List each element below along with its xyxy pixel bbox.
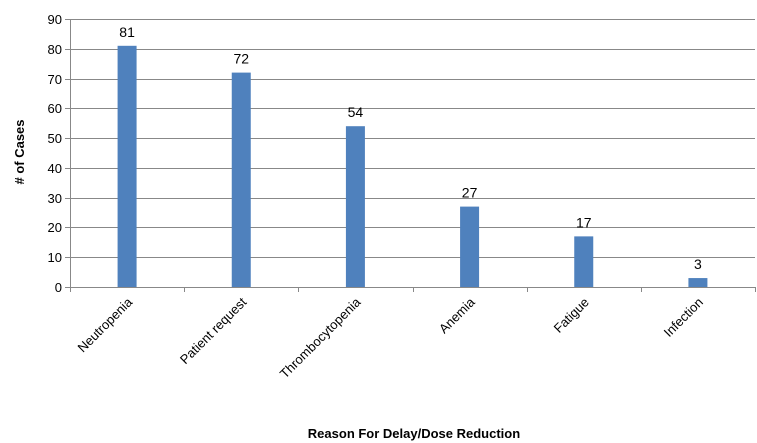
y-tick-label: 50 bbox=[48, 131, 62, 146]
gridlines bbox=[70, 19, 755, 258]
bar-fatigue bbox=[574, 236, 594, 287]
y-tick-label: 40 bbox=[48, 161, 62, 176]
y-tick-label: 30 bbox=[48, 191, 62, 206]
y-tick-label: 10 bbox=[48, 250, 62, 265]
bar-patient-request bbox=[231, 72, 251, 287]
y-tick-label: 90 bbox=[48, 12, 62, 27]
x-category-labels: Neutropenia Patient request Thrombocytopen… bbox=[75, 294, 707, 381]
bar-infection bbox=[688, 278, 708, 287]
x-category-label: Neutropenia bbox=[75, 294, 136, 355]
data-label: 27 bbox=[462, 185, 478, 201]
y-tick-label: 60 bbox=[48, 101, 62, 116]
y-tick-labels: 0 10 20 30 40 50 60 70 80 90 bbox=[48, 12, 62, 295]
bar-anemia bbox=[460, 206, 480, 287]
axes bbox=[65, 19, 756, 292]
data-labels: 81 72 54 27 17 3 bbox=[119, 24, 702, 272]
x-category-label: Fatigue bbox=[551, 295, 592, 336]
bars bbox=[117, 45, 708, 287]
y-tick-label: 80 bbox=[48, 42, 62, 57]
y-tick-label: 0 bbox=[55, 280, 62, 295]
data-label: 54 bbox=[348, 104, 364, 120]
data-label: 17 bbox=[576, 214, 592, 230]
data-label: 72 bbox=[233, 51, 249, 67]
data-label: 3 bbox=[694, 256, 702, 272]
y-tick-label: 70 bbox=[48, 72, 62, 87]
y-tick-label: 20 bbox=[48, 220, 62, 235]
x-axis-title: Reason For Delay/Dose Reduction bbox=[308, 426, 520, 441]
bar-thrombocytopenia bbox=[345, 126, 365, 287]
x-category-label: Infection bbox=[661, 295, 706, 340]
x-category-label: Patient request bbox=[177, 294, 250, 367]
y-axis-title: # of Cases bbox=[12, 119, 27, 184]
bar-neutropenia bbox=[117, 45, 137, 287]
data-label: 81 bbox=[119, 24, 135, 40]
x-category-label: Anemia bbox=[436, 294, 478, 336]
x-category-label: Thrombocytopenia bbox=[277, 294, 364, 381]
